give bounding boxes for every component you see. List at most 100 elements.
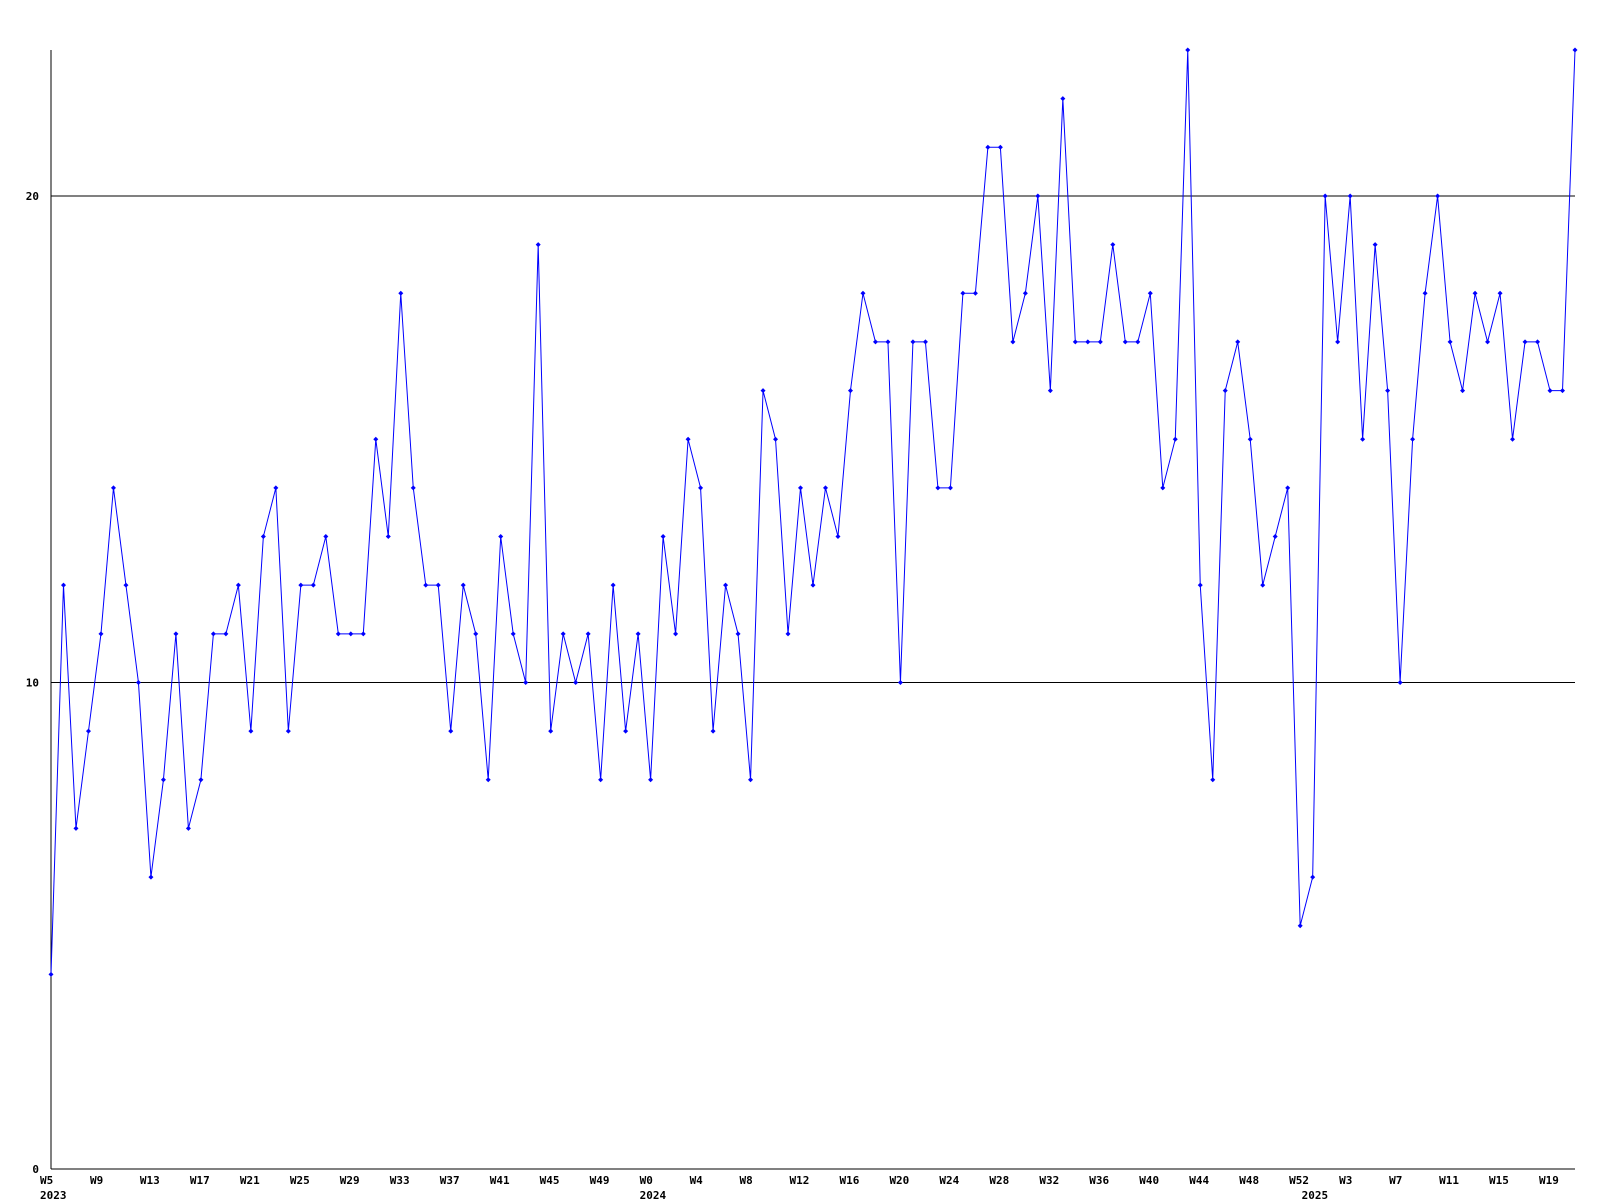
data-point <box>460 582 466 588</box>
data-point <box>1322 193 1328 199</box>
data-point <box>360 631 366 637</box>
data-point <box>1310 874 1316 880</box>
data-point <box>1297 923 1303 929</box>
data-point <box>1047 388 1053 394</box>
data-point <box>185 825 191 831</box>
x-tick-label: W33 <box>390 1174 410 1187</box>
x-tick-label: W25 <box>290 1174 310 1187</box>
x-tick-label: W24 <box>939 1174 959 1187</box>
data-point <box>160 777 166 783</box>
data-point <box>1360 436 1366 442</box>
data-point <box>610 582 616 588</box>
data-point <box>210 631 216 637</box>
data-point <box>510 631 516 637</box>
data-point <box>385 534 391 540</box>
x-group-label: 2024 <box>640 1189 667 1200</box>
x-tick-label: W52 <box>1289 1174 1309 1187</box>
data-point <box>1060 96 1066 102</box>
x-tick-label: W37 <box>440 1174 460 1187</box>
data-point <box>1122 339 1128 345</box>
data-point <box>135 679 141 685</box>
data-point <box>847 388 853 394</box>
data-point <box>735 631 741 637</box>
data-point <box>85 728 91 734</box>
x-tick-label: W20 <box>889 1174 909 1187</box>
data-point <box>1410 436 1416 442</box>
x-tick-label: W11 <box>1439 1174 1459 1187</box>
data-point <box>298 582 304 588</box>
x-tick-label: W45 <box>540 1174 560 1187</box>
data-point <box>235 582 241 588</box>
data-point <box>835 534 841 540</box>
data-point <box>173 631 179 637</box>
data-point <box>798 485 804 491</box>
data-point <box>323 534 329 540</box>
data-point <box>947 485 953 491</box>
x-tick-label: W5 <box>40 1174 53 1187</box>
data-point <box>1497 290 1503 296</box>
data-point <box>1547 388 1553 394</box>
data-point <box>223 631 229 637</box>
x-group-label: 2023 <box>40 1189 67 1200</box>
x-tick-label: W32 <box>1039 1174 1059 1187</box>
data-point <box>760 388 766 394</box>
data-point <box>398 290 404 296</box>
x-tick-label: W12 <box>790 1174 810 1187</box>
data-point <box>648 777 654 783</box>
data-point <box>310 582 316 588</box>
data-point <box>560 631 566 637</box>
data-point <box>1460 388 1466 394</box>
data-point <box>473 631 479 637</box>
data-point <box>1285 485 1291 491</box>
x-tick-label: W29 <box>340 1174 360 1187</box>
data-point <box>960 290 966 296</box>
x-tick-label: W28 <box>989 1174 1009 1187</box>
data-point <box>660 534 666 540</box>
data-point <box>1335 339 1341 345</box>
data-point <box>1172 436 1178 442</box>
data-point <box>1247 436 1253 442</box>
data-point <box>1347 193 1353 199</box>
data-point <box>897 679 903 685</box>
x-tick-label: W36 <box>1089 1174 1109 1187</box>
x-tick-label: W21 <box>240 1174 260 1187</box>
x-tick-label: W13 <box>140 1174 160 1187</box>
data-point <box>910 339 916 345</box>
data-point <box>585 631 591 637</box>
x-tick-label: W15 <box>1489 1174 1509 1187</box>
data-point <box>1147 290 1153 296</box>
data-point <box>1097 339 1103 345</box>
data-point <box>48 971 54 977</box>
x-tick-label: W4 <box>690 1174 704 1187</box>
data-point <box>148 874 154 880</box>
data-point <box>410 485 416 491</box>
data-point <box>1110 242 1116 248</box>
x-tick-label: W41 <box>490 1174 510 1187</box>
data-point <box>1472 290 1478 296</box>
x-group-label: 2025 <box>1302 1189 1329 1200</box>
data-point <box>860 290 866 296</box>
data-point <box>73 825 79 831</box>
data-point <box>485 777 491 783</box>
data-point <box>1272 534 1278 540</box>
data-point <box>1072 339 1078 345</box>
data-point <box>698 485 704 491</box>
data-point <box>373 436 379 442</box>
data-point <box>785 631 791 637</box>
data-point <box>523 679 529 685</box>
data-point <box>1135 339 1141 345</box>
x-tick-label: W17 <box>190 1174 210 1187</box>
x-tick-label: W44 <box>1189 1174 1209 1187</box>
data-point <box>710 728 716 734</box>
data-point <box>110 485 116 491</box>
data-point <box>260 534 266 540</box>
data-point <box>435 582 441 588</box>
data-point <box>623 728 629 734</box>
data-point <box>635 631 641 637</box>
data-point <box>1197 582 1203 588</box>
data-point <box>1535 339 1541 345</box>
data-point <box>1260 582 1266 588</box>
data-point <box>1185 47 1191 53</box>
data-point <box>573 679 579 685</box>
